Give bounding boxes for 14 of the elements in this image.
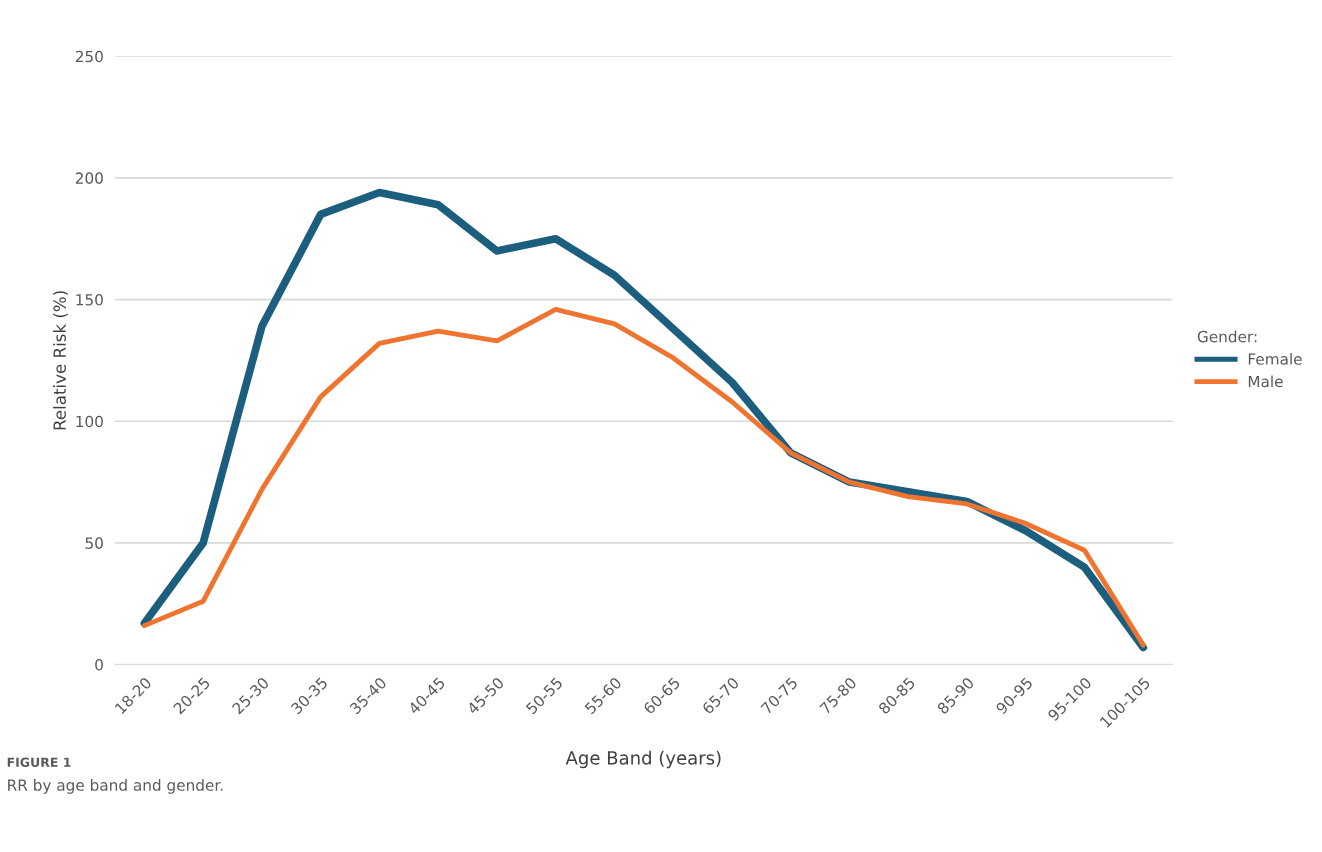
- y-tick-label: 200: [75, 172, 103, 184]
- y-tick-label: 250: [75, 50, 103, 63]
- caption: FIGURE 1: [7, 757, 71, 767]
- y-tick-label: 0: [95, 659, 103, 671]
- text: RR by age band and gender.: [8, 779, 223, 794]
- legend-title: Gender:: [1197, 330, 1257, 343]
- y-tick-label: 50: [85, 537, 103, 549]
- legend-label: Female: [1248, 353, 1302, 365]
- y-axis-title: Relative Risk (%): [53, 291, 68, 430]
- line-series: [141, 306, 1146, 648]
- x-axis-title: Age Band (years): [565, 750, 721, 769]
- y-tick-label: 150: [76, 294, 103, 306]
- legend-label: Male: [1248, 375, 1283, 388]
- y-tick-label: 100: [76, 415, 103, 428]
